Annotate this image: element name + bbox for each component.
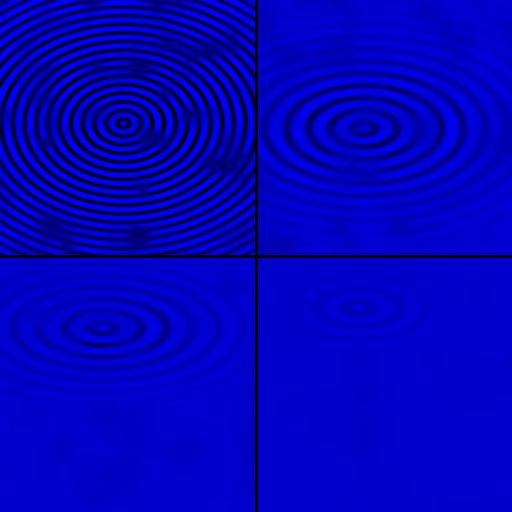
horizontal-divider [0,255,512,258]
heatmap-canvas-bl [0,256,256,512]
figure-container [0,0,512,512]
panel-top-right [256,0,512,256]
heatmap-canvas-tr [256,0,512,256]
heatmap-canvas-br [256,256,512,512]
heatmap-canvas-tl [0,0,256,256]
panel-bottom-left [0,256,256,512]
panel-top-left [0,0,256,256]
panel-bottom-right [256,256,512,512]
